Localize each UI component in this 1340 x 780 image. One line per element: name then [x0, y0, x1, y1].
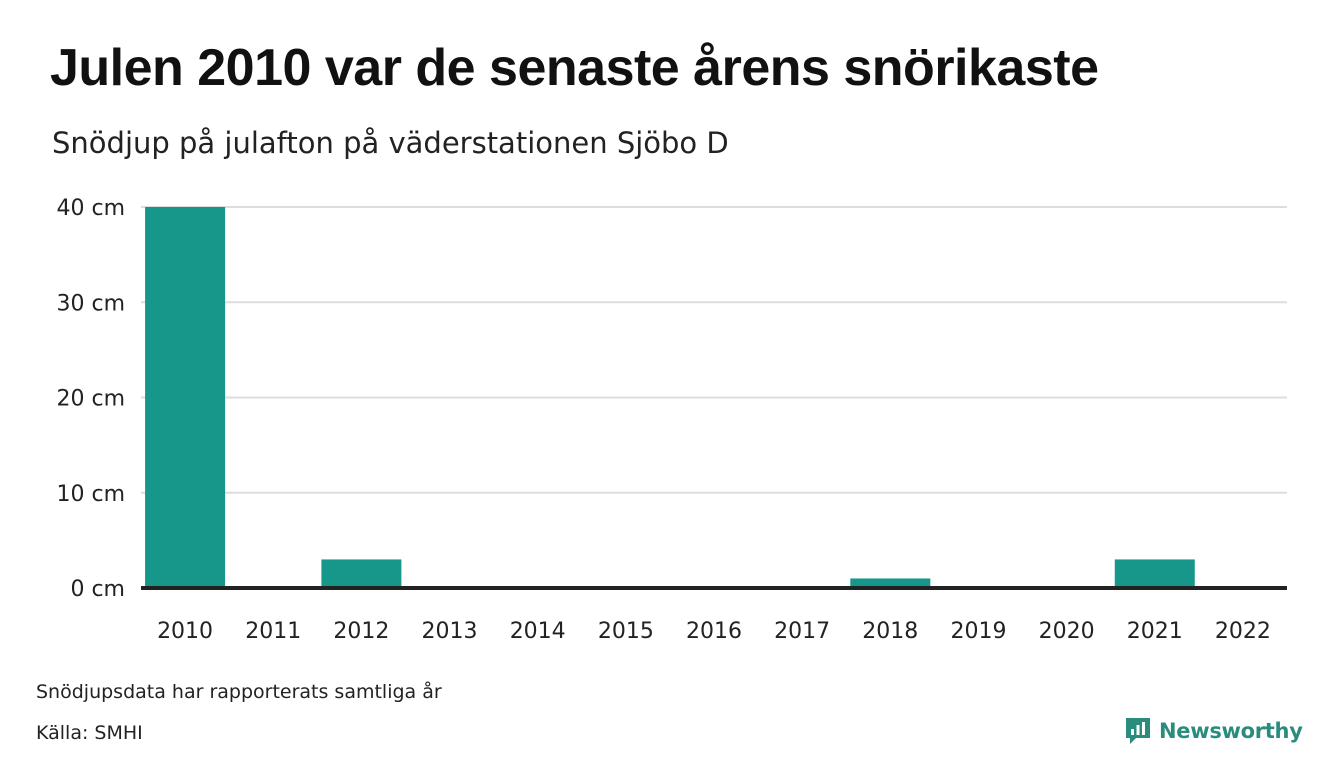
y-tick-label: 40 cm [56, 196, 125, 221]
source-label: Källa: SMHI [36, 722, 143, 744]
x-tick-label: 2022 [1215, 619, 1271, 644]
chart-title: Julen 2010 var de senaste årens snörikas… [50, 39, 1099, 97]
x-tick-label: 2013 [422, 619, 478, 644]
newsworthy-logo[interactable]: Newsworthy [1124, 716, 1303, 746]
x-tick-label: 2016 [686, 619, 742, 644]
x-tick-label: 2015 [598, 619, 654, 644]
x-tick-label: 2011 [245, 619, 301, 644]
footnote: Snödjupsdata har rapporterats samtliga å… [36, 681, 442, 703]
y-tick-label: 30 cm [56, 291, 125, 316]
x-tick-label: 2019 [950, 619, 1006, 644]
x-tick-label: 2020 [1039, 619, 1095, 644]
x-tick-label: 2021 [1127, 619, 1183, 644]
x-tick-label: 2017 [774, 619, 830, 644]
x-tick-label: 2014 [510, 619, 566, 644]
x-axis-ticks: 2010 2011 2012 2013 2014 2015 2016 2017 2018 2019… [157, 619, 1271, 644]
grid-lines [141, 206, 1287, 494]
y-tick-label: 10 cm [56, 482, 125, 507]
chart-subtitle: Snödjup på julafton på väderstationen Sj… [52, 126, 729, 160]
y-tick-label: 20 cm [56, 387, 125, 412]
bar-2010 [145, 207, 226, 588]
bar-2018 [850, 578, 931, 588]
bar-2021 [1114, 559, 1195, 588]
x-tick-label: 2018 [862, 619, 918, 644]
bars [145, 207, 1195, 588]
bar-2012 [321, 559, 402, 588]
y-tick-label: 0 cm [70, 577, 125, 602]
brand-name: Newsworthy [1159, 719, 1303, 743]
x-tick-label: 2012 [333, 619, 389, 644]
newsworthy-logo-icon [1126, 718, 1150, 744]
y-axis-ticks: 0 cm 10 cm 20 cm 30 cm 40 cm [56, 196, 125, 602]
x-tick-label: 2010 [157, 619, 213, 644]
